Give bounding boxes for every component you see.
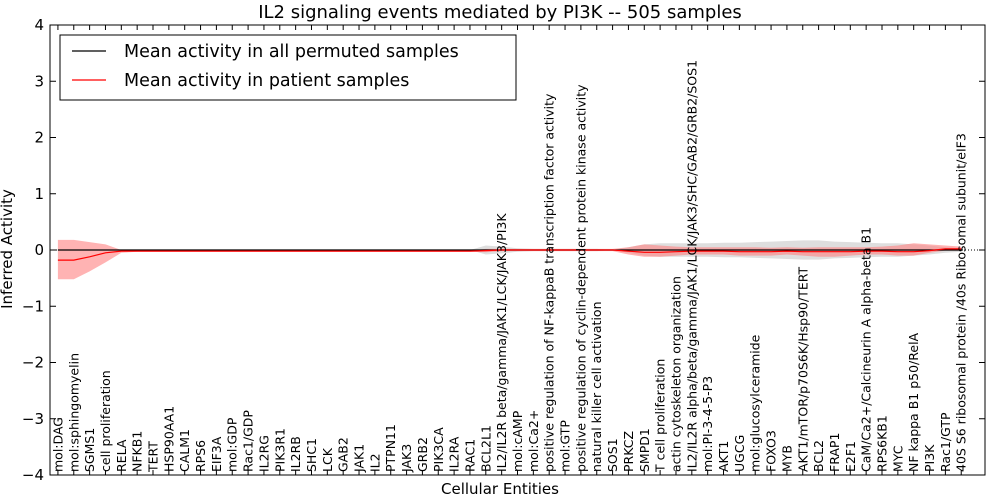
x-tick-label: mol:GDP xyxy=(225,417,240,472)
x-tick-label: HSP90AA1 xyxy=(161,406,176,472)
x-tick-label: UGCG xyxy=(732,435,747,472)
x-tick-label: mol:GTP xyxy=(558,420,573,472)
x-tick-label: IL2 xyxy=(367,453,382,472)
confidence-bands xyxy=(57,239,962,280)
x-tick-label: BCL2 xyxy=(811,440,826,472)
y-tick-label: 0 xyxy=(34,241,44,259)
x-tick-label: SOS1 xyxy=(605,438,620,472)
x-tick-label: PI3K xyxy=(922,444,937,472)
x-tick-label: IL2/IL2R beta/gamma/JAK1/LCK/JAK3/PI3K xyxy=(494,213,509,472)
x-tick-label: SHC1 xyxy=(304,438,319,472)
y-tick-label: −1 xyxy=(22,297,44,315)
x-tick-label: mol:DAG xyxy=(50,417,65,472)
x-tick-label: SGMS1 xyxy=(82,428,97,472)
y-tick-label: 1 xyxy=(34,185,44,203)
y-tick-label: −4 xyxy=(22,466,44,484)
x-tick-label: IL2RA xyxy=(447,436,462,472)
plot-frame xyxy=(49,24,986,476)
x-tick-label: RELA xyxy=(114,439,129,472)
x-tick-label: TERT xyxy=(146,441,161,473)
x-tick-label: GAB2 xyxy=(336,437,351,472)
legend-label-patient: Mean activity in patient samples xyxy=(124,71,409,91)
x-tick-label: LCK xyxy=(320,447,335,472)
series-lines xyxy=(50,248,985,261)
x-tick-label: positive regulation of NF-kappaB transcr… xyxy=(542,93,557,472)
y-tick-label: −3 xyxy=(22,410,44,428)
legend-label-permuted: Mean activity in all permuted samples xyxy=(124,42,459,62)
x-tick-label: PTPN11 xyxy=(383,424,398,472)
x-tick-label: AKT1/mTOR/p70S6K/Hsp90/TERT xyxy=(795,266,810,472)
x-tick-label: positive regulation of cyclin-dependent … xyxy=(573,84,588,472)
x-tick-label: JAK3 xyxy=(399,444,414,473)
x-tick-label: AKT1 xyxy=(716,441,731,472)
y-tick-label: 3 xyxy=(34,72,44,90)
x-tick-label: MYB xyxy=(779,445,794,472)
x-tick-label: 40S S6 ribosomal protein /40s Ribosomal … xyxy=(954,133,969,472)
x-tick-label: CaM/Ca2+/Calcineurin A alpha-beta B1 xyxy=(859,227,874,472)
x-tick-label: IL2RG xyxy=(256,435,271,472)
x-tick-label: CALM1 xyxy=(177,429,192,472)
x-tick-labels: mol:DAG mol:sphingomyelin SGMS1 cell prolif… xyxy=(50,60,968,473)
x-tick-label: mol:glucosylceramide xyxy=(748,334,763,472)
x-tick-label: RAC1 xyxy=(463,439,478,472)
x-tick-label: E2F1 xyxy=(843,441,858,472)
x-tick-label: cell proliferation xyxy=(98,370,113,472)
x-tick-label: MYC xyxy=(890,445,905,472)
x-tick-label: RPS6 xyxy=(193,440,208,472)
x-tick-label: BCL2L1 xyxy=(478,425,493,472)
x-axis-label: Cellular Entities xyxy=(441,480,559,498)
x-tick-label: JAK1 xyxy=(352,444,367,473)
x-tick-label: IL2RB xyxy=(288,436,303,472)
x-tick-label: PIK3CA xyxy=(431,427,446,472)
x-tick-label: mol:Ca2+ xyxy=(526,410,541,472)
y-axis-label: Inferred Activity xyxy=(0,189,16,309)
x-tick-label: Rac1/GDP xyxy=(241,410,256,472)
x-tick-label: Rac1/GTP xyxy=(938,412,953,472)
x-tick-label: natural killer cell activation xyxy=(589,301,604,472)
x-tick-label: PRKCZ xyxy=(621,431,636,472)
x-tick-label: mol:PI-3-4-5-P3 xyxy=(700,376,715,472)
x-tick-label: PIK3R1 xyxy=(272,428,287,472)
y-tick-label: 4 xyxy=(34,16,44,34)
axis-ticks: −4 −3 −2 −1 0 1 2 3 4 xyxy=(22,16,985,484)
chart-title: IL2 signaling events mediated by PI3K --… xyxy=(258,2,742,23)
x-tick-label: GRB2 xyxy=(415,437,430,472)
x-tick-label: actin cytoskeleton organization xyxy=(669,276,684,472)
x-tick-label: T cell proliferation xyxy=(653,359,668,473)
legend-box xyxy=(59,34,517,101)
x-tick-label: mol:cAMP xyxy=(510,410,525,472)
x-tick-label: NFKB1 xyxy=(130,431,145,472)
x-tick-label: NF kappa B1 p50/RelA xyxy=(906,332,921,472)
patient-mean-line xyxy=(57,248,962,261)
x-tick-label: IL2/IL2R alpha/beta/gamma/JAK1/LCK/JAK3/… xyxy=(684,60,699,472)
x-tick-label: RPS6KB1 xyxy=(875,415,890,472)
x-tick-label: SMPD1 xyxy=(637,428,652,472)
y-tick-label: −2 xyxy=(22,354,44,372)
x-tick-label: mol:sphingomyelin xyxy=(66,353,81,472)
legend: Mean activity in all permuted samples Me… xyxy=(59,34,517,101)
y-tick-label: 2 xyxy=(34,129,44,147)
x-tick-label: FRAP1 xyxy=(827,433,842,472)
x-tick-label: EIF3A xyxy=(209,436,224,472)
x-tick-label: FOXO3 xyxy=(764,430,779,472)
